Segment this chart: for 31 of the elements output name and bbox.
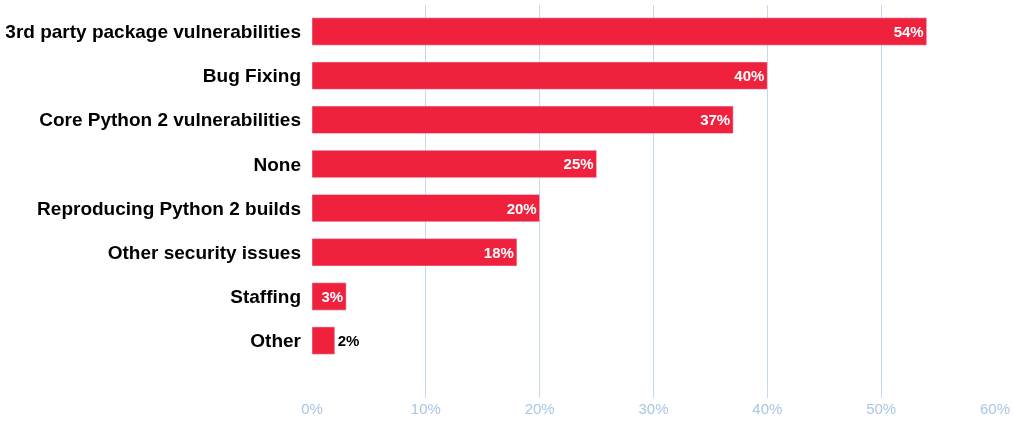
data-label: 20% — [506, 199, 537, 217]
bar — [312, 282, 347, 311]
y-tick-label: None — [253, 153, 301, 175]
x-tick-label: 0% — [301, 400, 323, 417]
bar — [312, 326, 336, 355]
x-tick-label: 20% — [524, 400, 555, 417]
y-tick-label: Other security issues — [107, 241, 301, 263]
data-label: 54% — [893, 23, 924, 40]
data-label: 3% — [321, 287, 344, 305]
x-tick-label: 60% — [979, 400, 1011, 417]
bar — [312, 17, 927, 46]
bar — [312, 61, 768, 90]
data-label: 25% — [563, 155, 594, 173]
y-tick-label: Bug Fixing — [202, 65, 301, 87]
y-tick-label: 3rd party package vulnerabilities — [5, 21, 301, 43]
y-tick-label: Staffing — [230, 286, 301, 308]
y-tick-label: Reproducing Python 2 builds — [37, 197, 301, 219]
y-tick-label: Core Python 2 vulnerabilities — [39, 109, 301, 131]
data-label: 18% — [483, 243, 514, 261]
bar — [312, 194, 540, 223]
data-label: 37% — [700, 111, 731, 129]
bar — [312, 150, 597, 178]
x-tick-label: 50% — [866, 400, 897, 417]
data-label: 2% — [337, 332, 360, 350]
bar — [312, 238, 518, 267]
bar — [312, 105, 734, 134]
y-tick-label: Other — [250, 330, 302, 352]
x-tick-label: 40% — [752, 400, 783, 417]
x-tick-label: 10% — [410, 400, 441, 417]
data-label: 40% — [734, 67, 765, 85]
x-tick-label: 30% — [638, 400, 669, 417]
